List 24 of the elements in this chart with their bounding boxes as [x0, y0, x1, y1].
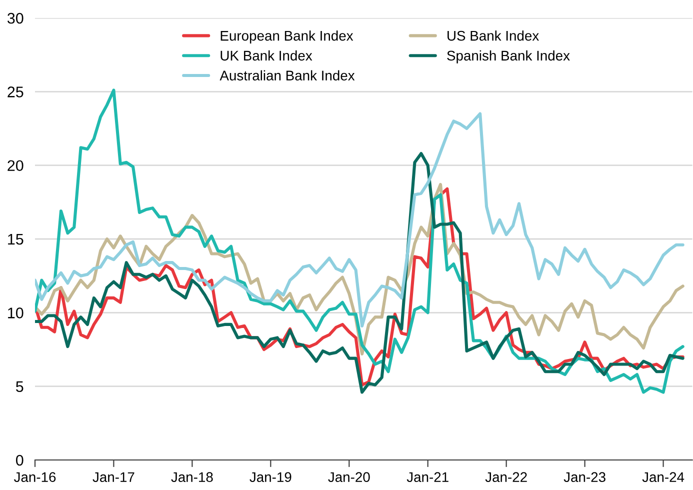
- y-tick-label: 5: [16, 381, 24, 392]
- y-tick-label: 10: [8, 308, 24, 318]
- x-tick-label: Jan-23: [564, 472, 606, 482]
- y-tick-label: 30: [7, 12, 24, 24]
- legend-label: US Bank Index: [448, 30, 539, 41]
- line-series: [35, 152, 684, 394]
- legend-label: Spanish Bank Index: [447, 50, 570, 64]
- legend-label: Australian Bank Index: [220, 70, 355, 80]
- x-tick-label: Jan-17: [92, 472, 134, 482]
- x-tick-label: Jan-20: [328, 472, 370, 482]
- legend-label: UK Bank Index: [220, 50, 312, 61]
- y-tick-label: 20: [8, 160, 24, 172]
- y-tick-label: 0: [16, 454, 24, 466]
- x-tick-label: Jan-18: [171, 472, 213, 482]
- x-tick-label: Jan-22: [485, 472, 527, 482]
- line-series: [35, 88, 684, 394]
- legend-label: European Bank Index: [220, 30, 354, 44]
- x-tick-label: Jan-21: [406, 472, 448, 482]
- y-tick-label: 15: [8, 234, 24, 245]
- x-tick-label: Jan-19: [250, 472, 292, 482]
- x-tick-label: Jan-24: [642, 472, 684, 482]
- line-series: [35, 112, 684, 328]
- x-tick-label: Jan-16: [14, 472, 56, 482]
- y-tick-label: 25: [8, 86, 24, 98]
